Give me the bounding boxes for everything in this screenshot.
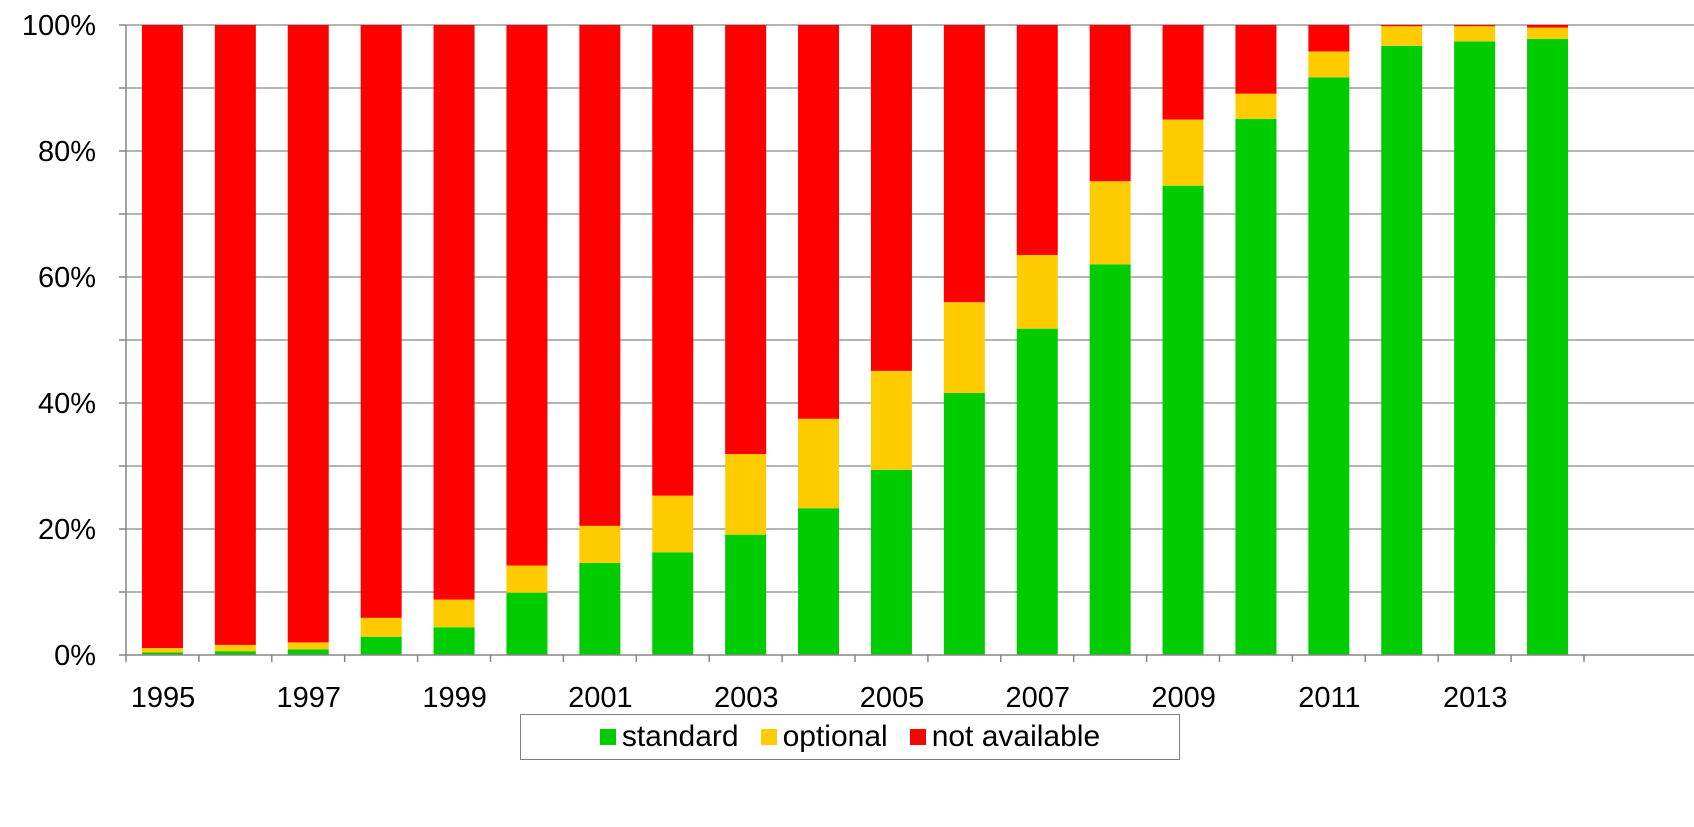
bar-not-available-2012: [1381, 25, 1423, 27]
legend-item-not-available: not available: [909, 720, 1101, 754]
bar-standard-2001: [579, 563, 621, 655]
y-tick-label: 20%: [38, 514, 96, 546]
legend-label-standard: standard: [621, 720, 739, 753]
legend-item-standard: standard: [599, 720, 739, 754]
bar-optional-2010: [1235, 93, 1277, 119]
y-tick-labels: 0% 20% 40% 60% 80% 100%: [22, 10, 96, 672]
x-tick-label: 1999: [422, 682, 487, 714]
bar-optional-2004: [798, 418, 840, 509]
bar-optional-2012: [1381, 26, 1423, 46]
x-tick-label: 2011: [1298, 682, 1360, 714]
bar-optional-2002: [652, 495, 694, 553]
bar-optional-1999: [433, 599, 475, 628]
bar-standard-2004: [798, 508, 840, 655]
bar-optional-2011: [1308, 51, 1350, 78]
bar-standard-2005: [870, 469, 912, 655]
y-tick-label: 80%: [38, 136, 96, 168]
bar-not-available-2005: [870, 25, 912, 371]
y-tick-label: 0%: [54, 640, 96, 672]
bar-standard-1995: [141, 652, 183, 655]
bar-standard-2000: [506, 592, 548, 655]
y-tick-label: 60%: [38, 262, 96, 294]
bar-not-available-2002: [652, 25, 694, 496]
bar-standard-2013: [1454, 41, 1496, 655]
bar-not-available-1996: [214, 25, 256, 645]
x-tick-label: 2005: [860, 682, 925, 714]
y-tick-label: 100%: [22, 10, 96, 42]
bar-optional-2013: [1454, 26, 1496, 42]
legend-swatch-optional: [760, 729, 777, 745]
bars: [141, 25, 1569, 656]
bar-standard-2007: [1016, 328, 1058, 655]
bar-optional-2014: [1527, 27, 1569, 39]
bar-optional-2005: [870, 370, 912, 470]
legend-swatch-not-available: [909, 729, 926, 745]
bar-not-available-2008: [1089, 25, 1131, 182]
legend-item-optional: optional: [760, 720, 888, 754]
bar-optional-1997: [287, 642, 329, 650]
bar-standard-2012: [1381, 45, 1423, 656]
bar-standard-1997: [287, 649, 329, 655]
bar-optional-2000: [506, 565, 548, 593]
bar-not-available-2010: [1235, 25, 1277, 94]
bar-not-available-2004: [798, 25, 840, 419]
bar-optional-1996: [214, 644, 256, 652]
bar-not-available-1997: [287, 25, 329, 643]
bar-not-available-2003: [725, 25, 767, 455]
bar-not-available-2000: [506, 25, 548, 566]
legend: standard optional not available: [520, 714, 1180, 760]
bar-standard-2009: [1162, 185, 1204, 655]
bar-not-available-2001: [579, 25, 621, 526]
bar-not-available-2013: [1454, 25, 1496, 27]
bar-optional-1998: [360, 617, 402, 637]
bar-optional-2003: [725, 454, 767, 535]
bar-optional-2007: [1016, 254, 1058, 329]
bar-not-available-1995: [141, 25, 183, 649]
x-tick-label: 2013: [1443, 682, 1508, 714]
bar-standard-2011: [1308, 77, 1350, 656]
bar-standard-2014: [1527, 38, 1569, 656]
bar-not-available-2007: [1016, 25, 1058, 255]
bar-not-available-2006: [943, 25, 985, 303]
axes: [119, 24, 1694, 662]
bar-standard-2010: [1235, 118, 1277, 656]
bar-standard-1998: [360, 636, 402, 655]
bar-not-available-2014: [1527, 25, 1569, 28]
legend-label-not-available: not available: [931, 720, 1101, 753]
bar-not-available-1999: [433, 25, 475, 600]
x-tick-labels: 1995 1997 1999 2001 2003 2005 2007 2009 2011 2013: [131, 682, 1508, 714]
legend-swatch-standard: [599, 729, 616, 745]
legend-label-optional: optional: [782, 720, 888, 753]
x-tick-label: 2001: [568, 682, 633, 714]
bar-standard-2008: [1089, 264, 1131, 655]
bar-standard-2002: [652, 552, 694, 655]
x-tick-label: 2007: [1006, 682, 1071, 714]
bar-optional-2008: [1089, 181, 1131, 265]
bar-not-available-1998: [360, 25, 402, 618]
bar-standard-1999: [433, 627, 475, 655]
bar-not-available-2009: [1162, 25, 1204, 120]
x-tick-label: 2003: [714, 682, 779, 714]
bar-not-available-2011: [1308, 25, 1350, 52]
bar-standard-2006: [943, 392, 985, 655]
x-tick-label: 1997: [277, 682, 342, 714]
bar-optional-2009: [1162, 119, 1204, 186]
bar-optional-1995: [141, 648, 183, 653]
bar-optional-2001: [579, 525, 621, 564]
bar-standard-1996: [214, 651, 256, 655]
x-tick-label: 2009: [1151, 682, 1216, 714]
y-tick-label: 40%: [38, 388, 96, 420]
bar-standard-2003: [725, 534, 767, 655]
x-tick-label: 1995: [131, 682, 196, 714]
bar-optional-2006: [943, 302, 985, 393]
